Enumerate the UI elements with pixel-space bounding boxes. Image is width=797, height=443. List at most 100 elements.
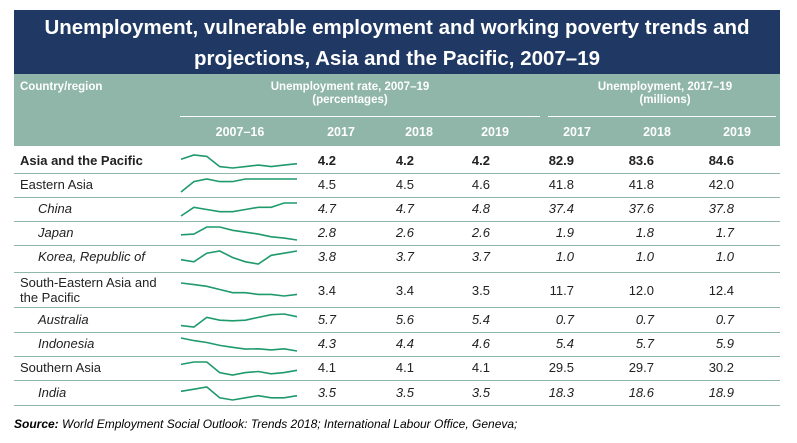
header-rule-count xyxy=(548,116,776,117)
header-rate-group: Unemployment rate, 2007–19 (percentages) xyxy=(230,81,470,107)
title-line-1: Unemployment, vulnerable employment and … xyxy=(44,16,750,39)
count-cell: 37.4 xyxy=(548,201,574,216)
count-cell: 12.0 xyxy=(628,283,654,298)
table-header: Country/region Unemployment rate, 2007–1… xyxy=(14,74,780,146)
rate-cell: 4.3 xyxy=(317,336,336,351)
rate-cell: 4.6 xyxy=(471,336,490,351)
rate-cell: 4.1 xyxy=(395,360,414,375)
header-rule-rate xyxy=(180,116,540,117)
count-cell: 29.7 xyxy=(628,360,654,375)
row-name: Australia xyxy=(38,312,89,327)
trend-sparkline xyxy=(180,178,297,193)
rate-cell: 3.5 xyxy=(471,385,490,400)
count-cell: 37.8 xyxy=(708,201,734,216)
table-row: Eastern Asia 4.5 4.5 4.6 41.8 41.8 42.0 xyxy=(14,174,780,197)
row-separator xyxy=(14,245,780,246)
count-cell: 5.4 xyxy=(555,336,574,351)
rate-cell: 3.4 xyxy=(395,283,414,298)
count-cell: 12.4 xyxy=(708,283,734,298)
rate-cell: 3.8 xyxy=(317,249,336,264)
table-row: India 3.5 3.5 3.5 18.3 18.6 18.9 xyxy=(14,382,780,405)
table-row: Asia and the Pacific 4.2 4.2 4.2 82.9 83.6 84.… xyxy=(14,150,780,173)
table-row: South-Eastern Asia and the Pacific 3.4 3.4… xyxy=(14,274,780,307)
rate-cell: 5.7 xyxy=(317,312,336,327)
rate-cell: 4.2 xyxy=(395,153,414,168)
rate-cell: 4.2 xyxy=(317,153,336,168)
count-cell: 0.7 xyxy=(715,312,734,327)
count-cell: 1.9 xyxy=(555,225,574,240)
rate-cell: 3.4 xyxy=(317,283,336,298)
header-rate-line-2: (percentages) xyxy=(312,94,388,106)
rate-cell: 4.8 xyxy=(471,201,490,216)
header-rate-2018: 2018 xyxy=(405,125,433,139)
trend-line xyxy=(180,178,297,193)
count-cell: 1.0 xyxy=(635,249,654,264)
table-row: Southern Asia 4.1 4.1 4.1 29.5 29.7 30.2 xyxy=(14,357,780,380)
row-separator xyxy=(14,332,780,333)
table-row: China 4.7 4.7 4.8 37.4 37.6 37.8 xyxy=(14,198,780,221)
header-rate-2017: 2017 xyxy=(327,125,355,139)
count-cell: 41.8 xyxy=(548,177,574,192)
table-row: Korea, Republic of 3.8 3.7 3.7 1.0 1.0 1.0 xyxy=(14,246,780,272)
rate-cell: 4.2 xyxy=(471,153,490,168)
count-cell: 1.7 xyxy=(715,225,734,240)
header-count-line-1: Unemployment, 2017–19 xyxy=(597,81,733,93)
rate-cell: 4.7 xyxy=(317,201,336,216)
header-rate-2019: 2019 xyxy=(481,125,509,139)
row-name: Japan xyxy=(38,225,74,240)
row-separator xyxy=(14,356,780,357)
header-count-line-2: (millions) xyxy=(639,94,691,106)
rate-cell: 2.6 xyxy=(395,225,414,240)
count-cell: 18.3 xyxy=(548,385,574,400)
rate-cell: 3.5 xyxy=(317,385,336,400)
count-cell: 5.9 xyxy=(715,336,734,351)
row-separator xyxy=(14,405,780,406)
rate-cell: 4.5 xyxy=(395,177,414,192)
count-cell: 41.8 xyxy=(628,177,654,192)
rate-cell: 4.1 xyxy=(317,360,336,375)
row-name: Korea, Republic of xyxy=(38,249,145,264)
table-row: Japan 2.8 2.6 2.6 1.9 1.8 1.7 xyxy=(14,222,780,245)
trend-sparkline xyxy=(180,250,298,265)
trend-sparkline xyxy=(180,282,298,297)
row-name: China xyxy=(38,201,72,216)
trend-line xyxy=(180,313,298,328)
header-count-2018: 2018 xyxy=(643,125,671,139)
trend-sparkline xyxy=(180,313,298,328)
count-cell: 11.7 xyxy=(549,283,574,298)
rate-cell: 2.8 xyxy=(317,225,336,240)
count-cell: 18.6 xyxy=(628,385,654,400)
source-note: Source: World Employment Social Outlook:… xyxy=(14,417,517,431)
trend-sparkline xyxy=(180,386,298,401)
count-cell: 5.7 xyxy=(635,336,654,351)
rate-cell: 3.5 xyxy=(395,385,414,400)
count-cell: 1.8 xyxy=(635,225,654,240)
table-row: Indonesia 4.3 4.4 4.6 5.4 5.7 5.9 xyxy=(14,333,780,356)
rate-cell: 4.7 xyxy=(395,201,414,216)
count-cell: 84.6 xyxy=(708,153,734,168)
trend-line xyxy=(180,337,298,352)
trend-line xyxy=(180,282,298,297)
count-cell: 18.9 xyxy=(708,385,734,400)
trend-sparkline xyxy=(180,361,298,376)
row-name: Asia and the Pacific xyxy=(20,153,143,168)
trend-line xyxy=(180,361,298,376)
trend-line xyxy=(180,386,298,401)
rate-cell: 5.6 xyxy=(395,312,414,327)
count-cell: 37.6 xyxy=(628,201,654,216)
count-cell: 82.9 xyxy=(548,153,574,168)
row-separator xyxy=(14,173,780,174)
trend-sparkline xyxy=(180,226,298,241)
header-trend: 2007–16 xyxy=(215,125,265,139)
row-separator xyxy=(14,197,780,198)
rate-cell: 3.7 xyxy=(395,249,414,264)
row-name: Indonesia xyxy=(38,336,95,351)
trend-line xyxy=(180,250,298,265)
row-separator xyxy=(14,221,780,222)
header-count-2017: 2017 xyxy=(563,125,591,139)
trend-line xyxy=(180,202,297,217)
count-cell: 42.0 xyxy=(708,177,734,192)
data-table: Country/region Unemployment rate, 2007–1… xyxy=(14,74,780,408)
row-name: India xyxy=(38,385,67,400)
